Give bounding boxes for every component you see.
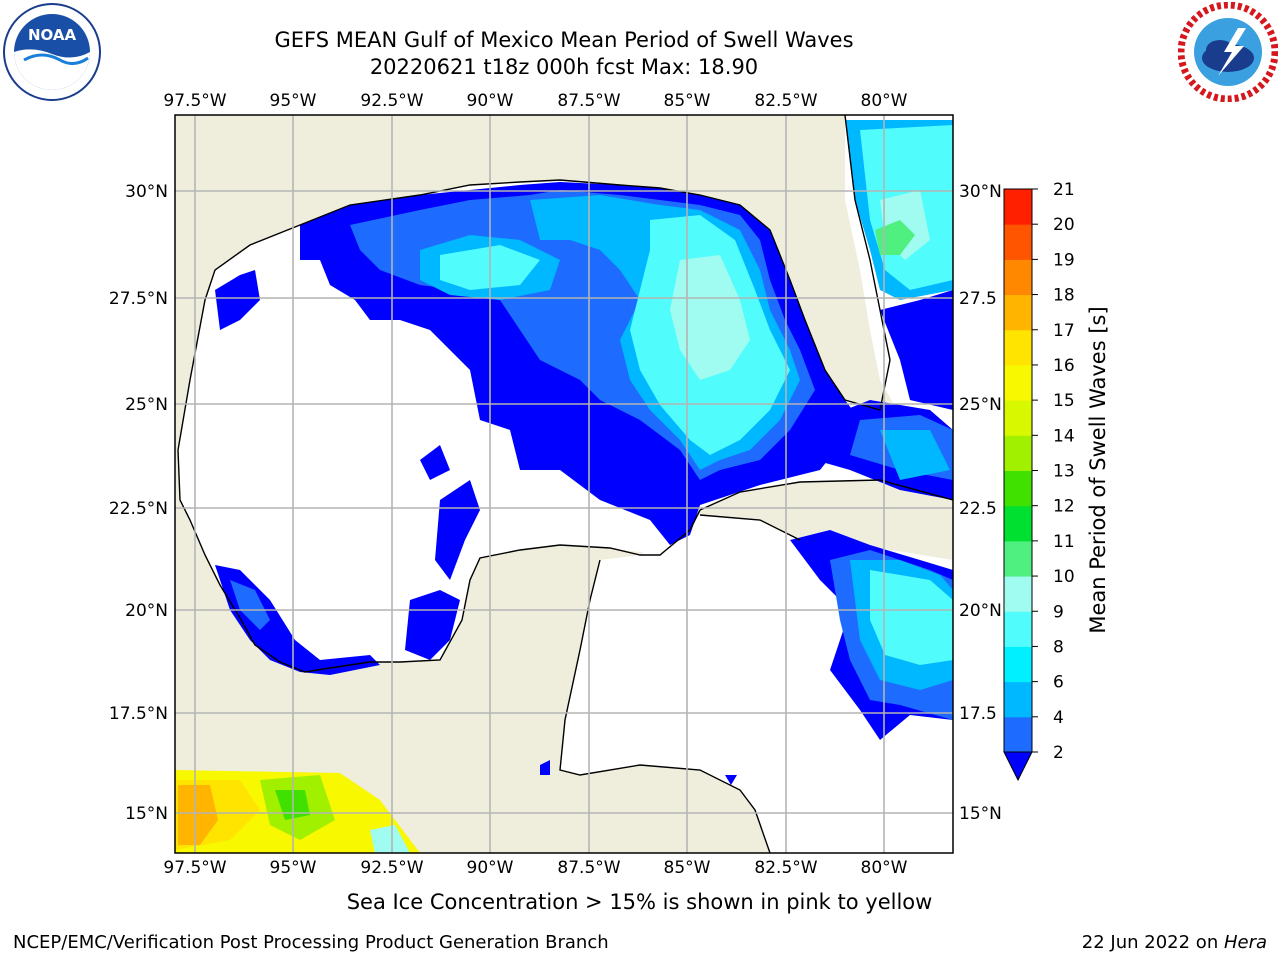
lon-label: 87.5°W	[557, 858, 620, 878]
noaa-logo: NOAA	[3, 3, 101, 101]
colorbar-band	[1004, 364, 1032, 401]
lon-label: 80°W	[861, 858, 908, 878]
colorbar-band	[1004, 294, 1032, 331]
lat-label: 20°N	[959, 601, 1002, 621]
colorbar-tick-label: 4	[1053, 708, 1064, 728]
lat-label: 30°N	[125, 182, 168, 202]
lat-label: 30°N	[959, 182, 1002, 202]
colorbar-tick-label: 9	[1053, 602, 1064, 622]
colorbar-tick-label: 14	[1053, 426, 1075, 446]
lat-label: 25°N	[959, 395, 1002, 415]
lat-label: 17.5°N	[109, 704, 168, 724]
lon-label: 92.5°W	[360, 91, 423, 111]
lat-label: 15°N	[959, 804, 1002, 824]
colorbar-tick-label: 10	[1053, 567, 1075, 587]
colorbar-tick-label: 11	[1053, 532, 1075, 552]
lat-labels-right: 30°N 27.5 25°N 22.5 20°N 17.5 15°N	[959, 182, 1002, 824]
lat-labels-left: 30°N 27.5°N 25°N 22.5°N 20°N 17.5°N 15°N	[109, 182, 168, 824]
colorbar-band	[1004, 646, 1032, 683]
lon-label: 95°W	[270, 91, 317, 111]
footer-date-text: 22 Jun 2022 on	[1081, 932, 1224, 953]
colorbar-band	[1004, 400, 1032, 436]
lon-label: 80°W	[861, 91, 908, 111]
lat-label: 25°N	[125, 395, 168, 415]
colorbar-band	[1004, 224, 1032, 260]
noaa-logo-text: NOAA	[28, 26, 77, 44]
map-frame	[174, 114, 954, 854]
colorbar-band	[1004, 329, 1032, 366]
lon-label: 90°W	[467, 91, 514, 111]
graticule	[175, 115, 953, 853]
lat-label: 22.5°N	[109, 499, 168, 519]
coastlines	[177, 115, 953, 853]
lon-label: 90°W	[467, 858, 514, 878]
swell-green-fill	[875, 220, 915, 255]
colorbar-tick-label: 19	[1053, 250, 1075, 270]
colorbar-band	[1004, 435, 1032, 471]
lon-label: 95°W	[270, 858, 317, 878]
lon-label: 92.5°W	[360, 858, 423, 878]
map-area	[175, 115, 953, 853]
lat-label: 17.5	[959, 704, 997, 724]
colorbar-band	[1004, 716, 1032, 753]
colorbar-band	[1004, 259, 1032, 296]
lon-label: 82.5°W	[754, 91, 817, 111]
colorbar-band	[1004, 540, 1032, 577]
sea-ice-note: Sea Ice Concentration > 15% is shown in …	[346, 890, 933, 914]
lon-label: 97.5°W	[163, 858, 226, 878]
colorbar-band	[1004, 681, 1032, 718]
lon-labels-bottom: 97.5°W 95°W 92.5°W 90°W 87.5°W 85°W 82.5…	[163, 858, 907, 878]
lat-label: 15°N	[125, 804, 168, 824]
lon-label: 85°W	[664, 858, 711, 878]
colorbar-tick-label: 17	[1053, 321, 1075, 341]
colorbar: 2 4 6 8 9 10 11 12 13 14 15 16 17 18 19 20 21 Mean Perio…	[1003, 180, 1110, 782]
colorbar-band	[1004, 505, 1032, 542]
pacific-swell-fill	[175, 770, 420, 853]
nws-logo	[1178, 2, 1278, 102]
lat-label: 27.5	[959, 289, 997, 309]
colorbar-tick-label: 12	[1053, 497, 1075, 517]
footer-branch: NCEP/EMC/Verification Post Processing Pr…	[13, 932, 609, 953]
footer-date: 22 Jun 2022 on Hera	[1082, 932, 1267, 953]
colorbar-band	[1004, 189, 1032, 225]
map-title: GEFS MEAN Gulf of Mexico Mean Period of …	[274, 28, 854, 52]
colorbar-band	[1004, 470, 1032, 507]
colorbar-tick-label: 21	[1053, 180, 1075, 200]
colorbar-tick-label: 16	[1053, 356, 1075, 376]
lon-label: 85°W	[664, 91, 711, 111]
colorbar-label: Mean Period of Swell Waves [s]	[1086, 306, 1110, 633]
lon-labels-top: 97.5°W 95°W 92.5°W 90°W 87.5°W 85°W 82.5…	[163, 91, 907, 111]
colorbar-tick-label: 13	[1053, 462, 1075, 482]
map-subtitle: 20220621 t18z 000h fcst Max: 18.90	[369, 55, 759, 79]
colorbar-band	[1004, 611, 1032, 647]
lat-label: 22.5	[959, 499, 997, 519]
colorbar-tick-label: 6	[1053, 673, 1064, 693]
colorbar-tick-label: 20	[1053, 215, 1075, 235]
lon-label: 82.5°W	[754, 858, 817, 878]
lat-label: 20°N	[125, 601, 168, 621]
colorbar-tick-label: 2	[1053, 743, 1064, 763]
colorbar-tick-label: 18	[1053, 286, 1075, 306]
lon-label: 97.5°W	[163, 91, 226, 111]
colorbar-tick-label: 8	[1053, 637, 1064, 657]
colorbar-tick-label: 15	[1053, 391, 1075, 411]
colorbar-extend-triangle	[1003, 751, 1033, 782]
lon-label: 87.5°W	[557, 91, 620, 111]
colorbar-ticks: 2 4 6 8 9 10 11 12 13 14 15 16 17 18 19 20 21	[1032, 180, 1075, 763]
colorbar-band	[1004, 576, 1032, 612]
lat-label: 27.5°N	[109, 289, 168, 309]
footer-host: Hera	[1223, 932, 1267, 953]
colorbar-bands	[1004, 189, 1032, 753]
